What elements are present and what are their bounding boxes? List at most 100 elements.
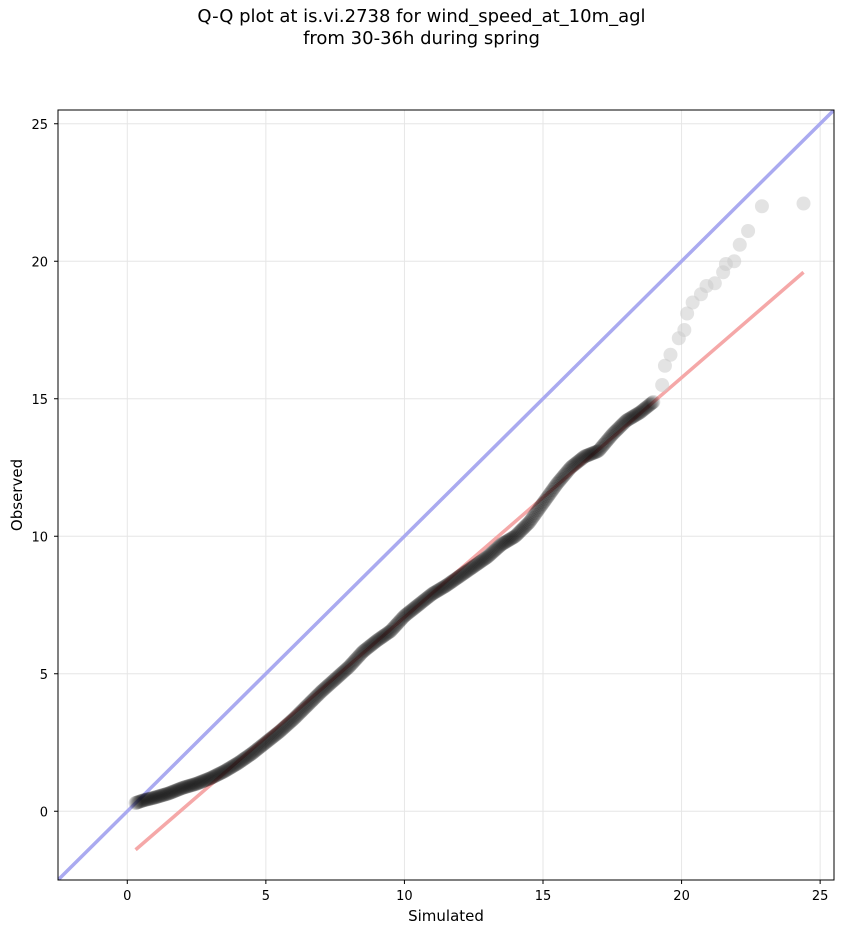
- quantile-point: [423, 588, 438, 603]
- quantile-point: [548, 478, 563, 493]
- quantile-point: [405, 602, 420, 617]
- quantile-point: [208, 768, 223, 783]
- quantile-point: [369, 634, 384, 649]
- quantile-point: [569, 455, 584, 470]
- quantile-point: [415, 594, 430, 609]
- quantile-point: [390, 616, 405, 631]
- quantile-point: [393, 613, 408, 628]
- quantile-point: [437, 579, 452, 594]
- quantile-point: [603, 430, 618, 445]
- quantile-point: [538, 492, 553, 507]
- quantile-point: [576, 450, 591, 465]
- quantile-point: [324, 675, 339, 690]
- quantile-point: [228, 757, 243, 772]
- quantile-point: [181, 779, 196, 794]
- quantile-point: [160, 786, 175, 801]
- quantile-point: [354, 645, 369, 660]
- quantile-point: [147, 790, 162, 805]
- quantile-point-tail: [663, 347, 678, 362]
- quantile-point: [322, 677, 337, 692]
- quantile-point: [633, 405, 647, 420]
- quantile-point: [519, 517, 534, 532]
- quantile-point: [278, 719, 293, 734]
- quantile-point: [508, 528, 523, 543]
- quantile-point: [546, 481, 561, 496]
- quantile-point: [527, 507, 542, 522]
- quantile-point: [355, 644, 370, 659]
- quantile-point: [189, 776, 204, 791]
- quantile-point: [638, 401, 653, 416]
- quantile-point: [587, 445, 602, 460]
- quantile-point: [218, 763, 233, 778]
- quantile-point: [593, 442, 608, 457]
- quantile-point: [600, 432, 615, 447]
- quantile-point: [299, 699, 314, 714]
- quantile-point: [239, 750, 254, 765]
- quantile-point: [344, 656, 359, 671]
- quantile-point: [555, 470, 570, 485]
- quantile-point: [584, 446, 599, 461]
- quantile-point: [332, 668, 347, 683]
- quantile-point: [613, 419, 628, 434]
- quantile-point: [637, 401, 652, 416]
- quantile-point: [194, 774, 209, 789]
- quantile-point: [488, 542, 503, 557]
- quantile-point: [634, 404, 649, 419]
- quantile-point: [547, 480, 562, 495]
- quantile-point: [556, 469, 571, 484]
- quantile-point: [630, 406, 645, 421]
- quantile-point: [445, 574, 460, 589]
- quantile-point: [400, 606, 415, 621]
- quantile-point: [333, 667, 348, 682]
- quantile-point: [334, 666, 349, 681]
- quantile-point: [182, 778, 197, 793]
- quantile-point: [257, 736, 272, 751]
- quantile-point: [138, 792, 153, 807]
- quantile-point: [476, 552, 491, 567]
- quantile-point: [145, 791, 160, 806]
- quantile-point: [441, 577, 456, 592]
- quantile-point: [230, 756, 245, 771]
- quantile-point: [462, 562, 477, 577]
- quantile-point: [604, 428, 619, 443]
- quantile-point: [486, 544, 501, 559]
- quantile-point: [532, 501, 547, 516]
- quantile-point: [186, 777, 201, 792]
- quantile-point: [176, 780, 191, 795]
- quantile-point: [335, 665, 350, 680]
- quantile-point: [304, 693, 319, 708]
- quantile-point: [280, 717, 295, 732]
- quantile-point: [582, 447, 597, 462]
- quantile-point: [463, 561, 478, 576]
- quantile-point: [312, 686, 327, 701]
- quantile-point: [351, 649, 366, 664]
- quantile-point: [139, 792, 154, 807]
- quantile-point: [212, 766, 227, 781]
- quantile-point: [484, 546, 499, 561]
- quantile-point: [311, 687, 326, 702]
- quantile-point: [509, 527, 524, 542]
- quantile-point: [352, 648, 367, 663]
- quantile-point: [422, 589, 437, 604]
- quantile-point: [220, 762, 235, 777]
- x-tick-label: 10: [396, 889, 413, 904]
- quantile-point: [457, 565, 472, 580]
- quantile-point: [609, 423, 624, 438]
- quantile-point: [431, 583, 446, 598]
- quantile-point: [396, 609, 411, 624]
- axes-frame: [57, 109, 835, 881]
- quantile-point: [133, 794, 148, 809]
- quantile-point: [482, 548, 497, 563]
- quantile-point: [302, 696, 317, 711]
- quantile-point-tail: [680, 306, 695, 321]
- quantile-point: [243, 747, 258, 762]
- quantile-point: [318, 681, 333, 696]
- quantile-point: [599, 434, 614, 449]
- quantile-point: [174, 781, 189, 796]
- quantile-point-tail: [754, 199, 769, 214]
- quantile-point: [504, 531, 519, 546]
- quantile-point: [353, 647, 368, 662]
- quantile-point: [362, 639, 377, 654]
- quantile-point: [197, 773, 212, 788]
- quantile-point: [391, 615, 406, 630]
